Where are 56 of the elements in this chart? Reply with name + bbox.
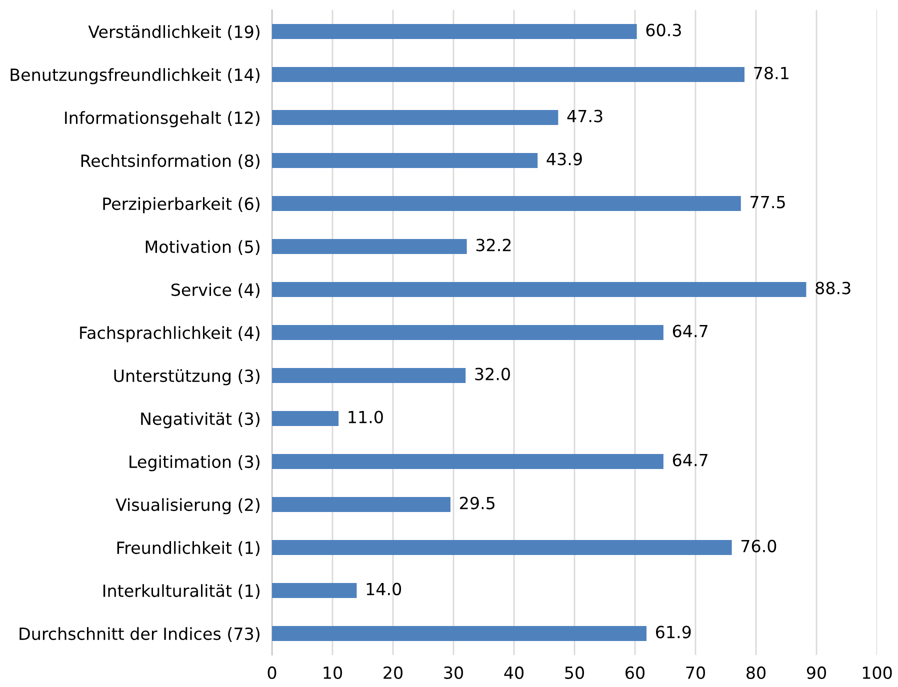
data-label: 47.3 — [567, 110, 602, 122]
y-tick-label: Freundlichkeit (1) — [117, 541, 260, 556]
data-label: 43.9 — [546, 152, 582, 166]
x-tick-label: 0 — [268, 666, 276, 680]
y-tick-label: Perzipierbarkeit (6) — [103, 197, 260, 214]
bar — [272, 282, 806, 298]
x-tick-label: 70 — [686, 666, 705, 680]
bar — [272, 24, 637, 40]
x-tick-label: 100 — [862, 666, 892, 680]
data-label: 11.0 — [348, 410, 383, 424]
x-tick-label: 50 — [565, 666, 584, 680]
y-tick-label: Service (4) — [171, 283, 260, 298]
y-tick-label: Benutzungsfreundlichkeit (14) — [10, 68, 260, 84]
x-tick-label: 40 — [504, 666, 524, 680]
data-label: 32.0 — [475, 368, 510, 380]
bar — [272, 66, 745, 82]
bar — [272, 626, 646, 642]
x-tick-label: 90 — [806, 666, 826, 680]
bar — [272, 582, 357, 598]
y-tick-label: Motivation (5) — [146, 240, 260, 256]
bar — [272, 368, 466, 384]
bar — [272, 196, 741, 212]
data-label: 88.3 — [816, 282, 850, 294]
y-tick-label: Fachsprachlichkeit (4) — [80, 326, 260, 342]
bar — [272, 540, 732, 556]
y-tick-label: Durchschnitt der Indices (73) — [20, 627, 260, 642]
y-tick-label: Rechtsinformation (8) — [81, 154, 260, 170]
y-tick-label: Negativität (3) — [141, 412, 260, 428]
data-label: 76.0 — [742, 540, 776, 552]
bar — [272, 496, 450, 512]
data-label: 32.2 — [476, 238, 511, 252]
data-label: 14.0 — [366, 582, 402, 596]
x-tick-label: 20 — [384, 666, 402, 680]
y-tick-label: Informationsgehalt (12) — [65, 111, 260, 128]
y-tick-label: Interkulturalität (1) — [103, 584, 260, 600]
bar — [272, 454, 664, 470]
data-label: 60.3 — [646, 24, 681, 36]
bar — [272, 238, 467, 254]
y-tick-label: Legitimation (3) — [130, 455, 260, 472]
bar — [272, 324, 664, 340]
bar — [272, 410, 339, 426]
y-tick-label: Verständlichkeit (19) — [88, 25, 260, 40]
data-label: 77.5 — [750, 196, 785, 208]
y-tick-label: Visualisierung (2) — [116, 498, 260, 514]
data-label: 64.7 — [672, 454, 708, 466]
data-label: 64.7 — [672, 324, 708, 338]
bar — [272, 152, 538, 168]
x-tick-label: 80 — [746, 666, 766, 680]
bar — [272, 110, 558, 126]
data-label: 78.1 — [754, 66, 788, 80]
x-tick-label: 10 — [324, 666, 342, 680]
y-tick-label: Unterstützung (3) — [114, 369, 260, 386]
data-label: 61.9 — [656, 626, 691, 638]
x-tick-label: 60 — [626, 666, 644, 680]
data-label: 29.5 — [460, 496, 494, 510]
x-tick-label: 30 — [444, 666, 463, 680]
